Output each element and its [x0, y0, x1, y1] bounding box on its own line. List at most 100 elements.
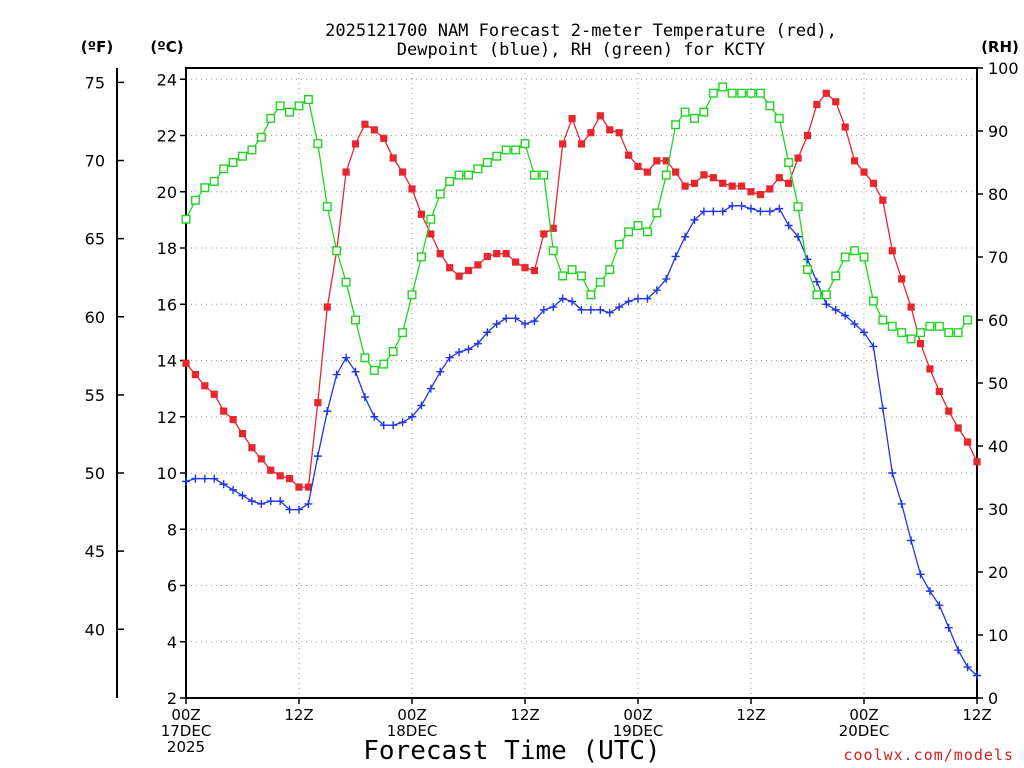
rh-point	[840, 252, 850, 262]
fahrenheit-tick-label: 75	[85, 73, 105, 92]
grid	[186, 68, 977, 698]
temperature-point	[822, 89, 830, 97]
rh-point	[341, 277, 351, 287]
temperature-point	[869, 179, 878, 187]
x-tick-label: 12Z	[962, 706, 991, 724]
rh-point	[821, 290, 831, 300]
temperature-point	[841, 123, 849, 131]
temperature-point	[408, 185, 416, 193]
dewpoint-point	[812, 277, 821, 286]
dewpoint-point	[568, 297, 577, 306]
temperature-point	[737, 182, 746, 190]
temperature-point	[577, 140, 586, 148]
rh-point	[906, 334, 916, 344]
temperature-point	[832, 98, 840, 106]
rh-point	[812, 290, 822, 300]
dewpoint-point	[313, 452, 322, 461]
dewpoint-point	[295, 505, 303, 514]
dewpoint-point	[775, 204, 784, 213]
dewpoint-point	[445, 353, 454, 362]
temperature-point	[295, 483, 303, 491]
temperature-point	[370, 126, 378, 134]
dewpoint-point	[954, 646, 963, 655]
dewpoint-point	[219, 480, 228, 489]
dewpoint-point	[285, 505, 294, 514]
temperature-point	[888, 247, 896, 255]
rh-point	[303, 94, 313, 104]
rh-tick-label: 90	[988, 122, 1008, 141]
dewpoint-point	[888, 469, 897, 477]
rh-point	[746, 88, 756, 98]
temperature-point	[257, 455, 265, 463]
dewpoint-point	[257, 499, 266, 508]
temperature-point	[540, 230, 548, 238]
dewpoint-point	[549, 303, 558, 312]
temperature-point	[775, 174, 783, 182]
rh-point	[454, 170, 464, 180]
celsius-tick-label: 12	[157, 408, 177, 427]
temperature-point	[361, 120, 369, 128]
rh-tick-label: 10	[988, 626, 1008, 645]
rh-point	[398, 328, 408, 338]
temperature-point	[803, 131, 812, 140]
dewpoint-point	[747, 204, 755, 213]
dewpoint-point	[765, 207, 774, 216]
dewpoint-point	[718, 207, 727, 216]
dewpoint-point	[605, 308, 614, 317]
temperature-point	[464, 266, 473, 275]
rh-point	[586, 290, 596, 300]
rh-unit-label: (RH)	[981, 38, 1019, 56]
temperature-point	[963, 438, 972, 446]
fahrenheit-tick-label: 50	[85, 464, 105, 483]
rh-point	[699, 107, 709, 117]
rh-point	[567, 265, 577, 275]
dewpoint-point	[398, 418, 407, 427]
temperature-point	[493, 250, 501, 258]
dewpoint-point	[624, 297, 633, 306]
dewpoint-point	[662, 274, 671, 283]
rh-point	[313, 139, 323, 149]
dewpoint-point	[699, 207, 708, 216]
temperature-point	[568, 115, 576, 123]
dewpoint-point	[426, 384, 435, 393]
temperature-point	[860, 168, 868, 176]
dewpoint-point	[916, 570, 925, 579]
rh-point	[925, 321, 935, 331]
rh-point	[407, 290, 417, 300]
temperature-point	[596, 112, 604, 120]
temperature-point	[700, 171, 708, 179]
temperature-point	[634, 162, 642, 171]
dewpoint-point	[690, 215, 699, 224]
dewpoint-point	[784, 221, 793, 230]
rh-point	[831, 271, 841, 281]
dewpoint-point	[558, 294, 567, 303]
x-tick-label: 00Z	[623, 706, 652, 724]
rh-tick-label: 100	[988, 59, 1019, 78]
rh-point	[275, 101, 285, 111]
x-tick-label: 00Z	[171, 706, 200, 724]
temperature-point	[220, 407, 228, 415]
temperature-point	[285, 475, 294, 483]
rh-point	[219, 164, 229, 174]
temperature-point	[559, 140, 567, 148]
dewpoint-point	[182, 477, 190, 486]
rh-tick-label: 0	[988, 689, 998, 708]
dewpoint-point	[643, 294, 652, 303]
rh-point	[803, 265, 813, 275]
rh-point	[435, 189, 445, 199]
temperature-point	[615, 129, 623, 137]
rh-point	[953, 328, 963, 338]
rh-point	[369, 365, 379, 375]
rh-point	[464, 170, 474, 180]
dewpoint-point	[521, 319, 529, 328]
series-line-temperature	[185, 92, 978, 488]
temperature-point	[201, 382, 209, 390]
rh-point	[727, 88, 737, 98]
temperature-point	[483, 252, 491, 261]
rh-point	[624, 227, 634, 237]
temperature-point	[879, 196, 887, 204]
rh-point	[718, 82, 728, 92]
rh-point	[944, 328, 954, 338]
dewpoint-point	[539, 305, 548, 314]
